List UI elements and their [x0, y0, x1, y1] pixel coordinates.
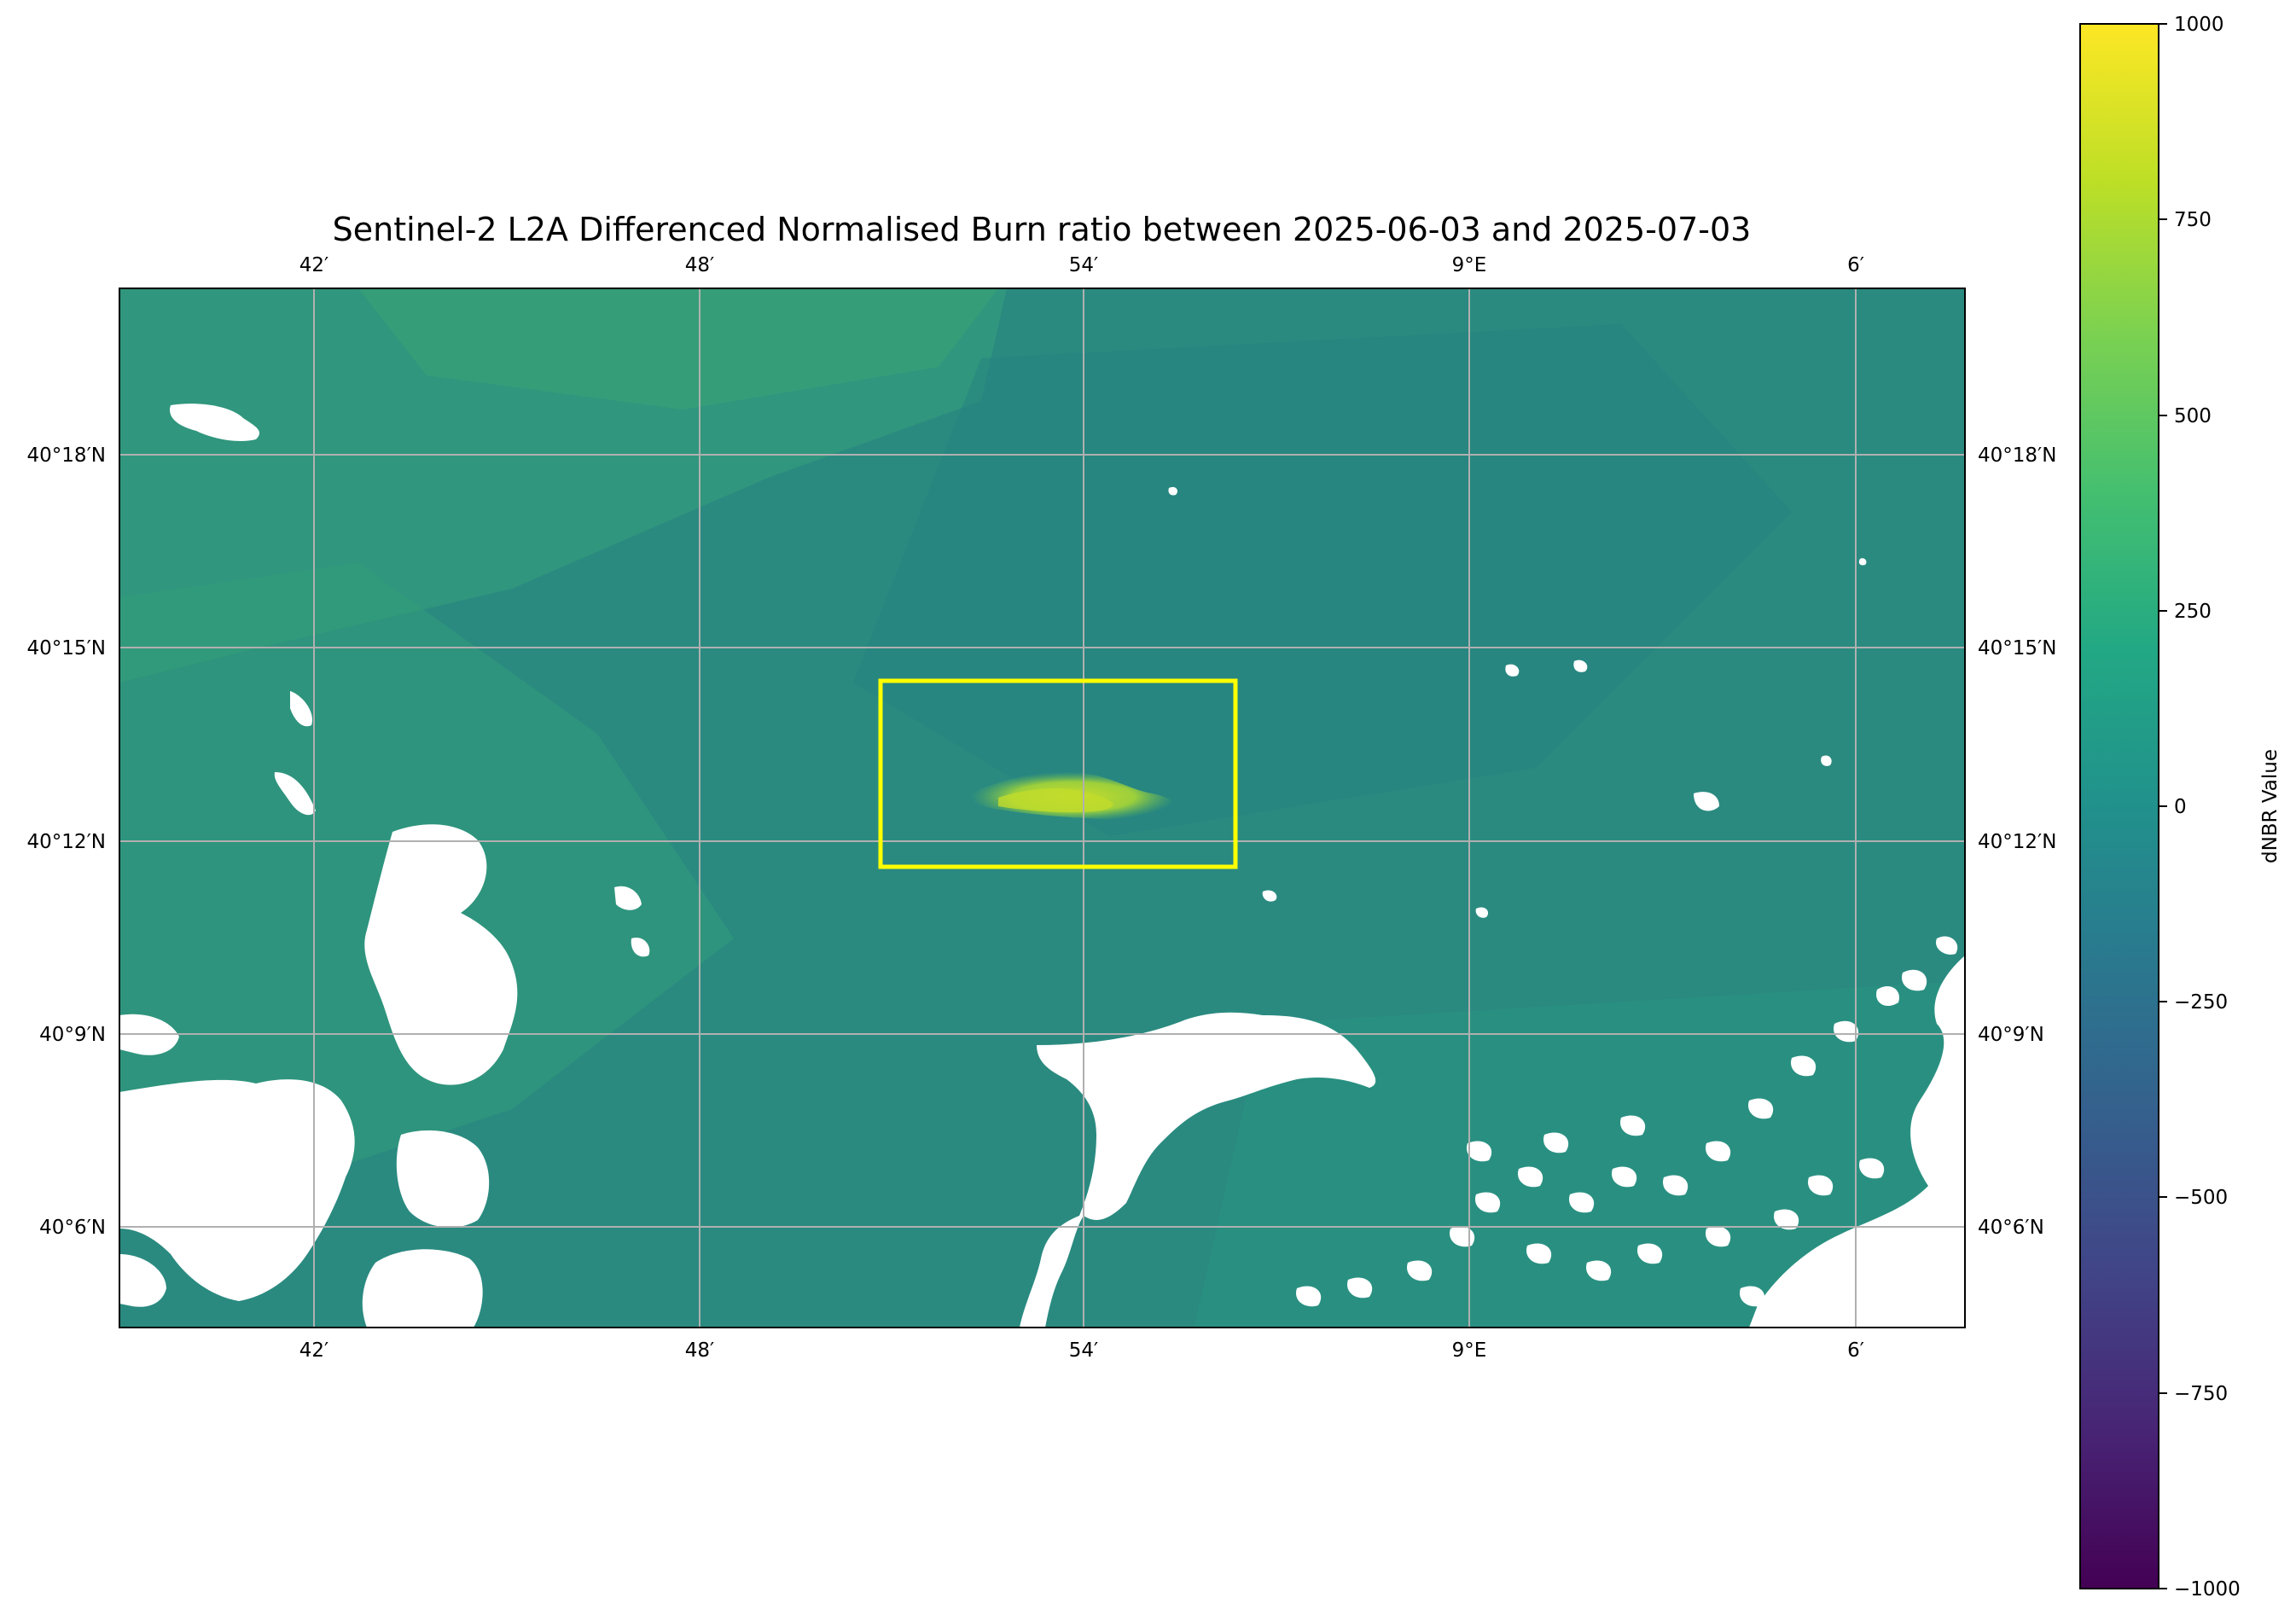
lon-tick-label: 42′	[299, 254, 329, 276]
colorbar-tick-label: 250	[2174, 601, 2212, 623]
colorbar: 1000 750 500 250 0 −250 −500 −750 −1000 …	[2079, 14, 2281, 1601]
colorbar-tick-label: 1000	[2174, 14, 2224, 36]
colorbar-label: dNBR Value	[2259, 749, 2281, 863]
lat-tick-label: 40°18′N	[1978, 444, 2056, 467]
lon-ticks-top: 42′ 48′ 54′ 9°E 6′	[299, 254, 1864, 276]
colorbar-tick-label: −1000	[2174, 1578, 2241, 1601]
lon-tick-label: 9°E	[1452, 1339, 1487, 1362]
lon-tick-label: 6′	[1847, 1339, 1864, 1362]
colorbar-tick-label: −250	[2174, 991, 2228, 1014]
map-frame	[119, 288, 1966, 1328]
dnbr-raster	[119, 288, 1965, 1328]
colorbar-gradient	[2079, 23, 2159, 1589]
lon-tick-label: 54′	[1069, 1339, 1099, 1362]
colorbar-tick-label: 750	[2174, 209, 2212, 231]
lon-tick-label: 54′	[1069, 254, 1099, 276]
colorbar-tick-label: 0	[2174, 796, 2187, 818]
lat-tick-label: 40°12′N	[27, 831, 106, 853]
lon-tick-label: 48′	[685, 254, 715, 276]
lon-tick-label: 48′	[685, 1339, 715, 1362]
lat-ticks-left: 40°18′N 40°15′N 40°12′N 40°9′N 40°6′N	[27, 444, 106, 1239]
map-gridlines	[119, 288, 1965, 1328]
lon-ticks-bottom: 42′ 48′ 54′ 9°E 6′	[299, 1339, 1864, 1362]
map-title: Sentinel-2 L2A Differenced Normalised Bu…	[333, 211, 1752, 248]
lon-tick-label: 42′	[299, 1339, 329, 1362]
nodata-mask	[119, 404, 1965, 1328]
lat-tick-label: 40°9′N	[1978, 1024, 2044, 1046]
burn-area-highlight-box	[878, 678, 1238, 869]
lat-tick-label: 40°15′N	[27, 637, 106, 659]
lon-tick-label: 9°E	[1452, 254, 1487, 276]
lat-tick-label: 40°18′N	[27, 444, 106, 467]
lat-ticks-right: 40°18′N 40°15′N 40°12′N 40°9′N 40°6′N	[1978, 444, 2056, 1239]
lat-tick-label: 40°6′N	[1978, 1217, 2044, 1239]
lat-tick-label: 40°9′N	[39, 1024, 106, 1046]
lat-tick-label: 40°12′N	[1978, 831, 2056, 853]
lat-tick-label: 40°15′N	[1978, 637, 2056, 659]
lon-tick-label: 6′	[1847, 254, 1864, 276]
colorbar-tick-label: −500	[2174, 1187, 2228, 1209]
lat-tick-label: 40°6′N	[39, 1217, 106, 1239]
colorbar-ticks	[2159, 23, 2167, 1589]
colorbar-tick-label: 500	[2174, 405, 2212, 427]
colorbar-tick-label: −750	[2174, 1383, 2228, 1405]
